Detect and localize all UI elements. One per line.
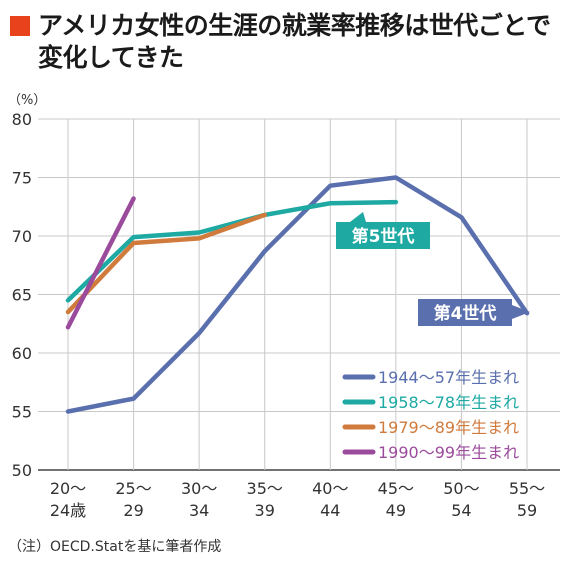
series-line-0	[65, 175, 530, 414]
x-tick-label-4-1: 44	[320, 501, 340, 520]
x-tick-label-3-0: 35〜	[247, 479, 283, 498]
y-axis: 50 55 60 65 70 75 80 （%）	[8, 93, 46, 480]
x-tick-label-7-0: 55〜	[509, 479, 545, 498]
x-tick-label-0-1: 24歳	[50, 501, 86, 520]
annotation-label-1: 第4世代	[434, 303, 497, 324]
x-tick-label-5-0: 45〜	[378, 479, 414, 498]
y-tick-label-50: 50	[12, 461, 32, 480]
source-note: （注）OECD.Statを基に筆者作成	[8, 539, 222, 555]
legend-label-3: 1990〜99年生まれ	[378, 443, 519, 462]
x-tick-label-2-1: 34	[189, 501, 209, 520]
y-axis-unit-label: （%）	[8, 93, 46, 108]
series-lines	[65, 175, 530, 414]
x-axis: 20〜 24歳 25〜 29 30〜 34 35〜 39 40〜 44 45〜 49 50〜 54 55〜 5…	[50, 479, 545, 520]
x-tick-label-1-0: 25〜	[115, 479, 151, 498]
legend: 1944〜57年生まれ 1958〜78年生まれ 1979〜89年生まれ 1990〜99…	[342, 368, 519, 462]
x-tick-label-5-1: 49	[386, 501, 406, 520]
x-tick-label-7-1: 59	[517, 501, 537, 520]
series-line-3	[65, 196, 136, 330]
y-tick-label-70: 70	[12, 227, 32, 246]
y-tick-label-65: 65	[12, 286, 32, 305]
x-tick-label-2-0: 30〜	[181, 479, 217, 498]
annotation-box-0	[336, 222, 430, 249]
series-line-2	[65, 212, 267, 315]
y-tick-label-75: 75	[12, 169, 32, 188]
annotation-0: 第5世代	[336, 212, 430, 249]
x-tick-label-1-1: 29	[123, 501, 143, 520]
annotation-1: 第4世代	[418, 299, 530, 326]
x-tick-label-3-1: 39	[255, 501, 275, 520]
y-tick-label-60: 60	[12, 344, 32, 363]
x-tick-label-4-0: 40〜	[312, 479, 348, 498]
legend-label-2: 1979〜89年生まれ	[378, 418, 519, 437]
legend-label-1: 1958〜78年生まれ	[378, 393, 519, 412]
page-title: アメリカ女性の生涯の就業率推移は世代ごとで変化してきた	[38, 11, 551, 72]
y-tick-label-55: 55	[12, 403, 32, 422]
x-tick-label-0-0: 20〜	[50, 479, 86, 498]
y-tick-label-80: 80	[12, 110, 32, 129]
annotation-box-1	[418, 299, 512, 326]
annotation-label-0: 第5世代	[352, 226, 415, 247]
x-tick-label-6-1: 54	[451, 501, 471, 520]
x-tick-label-6-0: 50〜	[443, 479, 479, 498]
annotation-pointer-0	[350, 212, 366, 222]
legend-label-0: 1944〜57年生まれ	[378, 368, 519, 387]
series-line-1	[65, 199, 399, 303]
annotation-pointer-1	[512, 305, 530, 319]
title-square-icon	[10, 16, 30, 36]
